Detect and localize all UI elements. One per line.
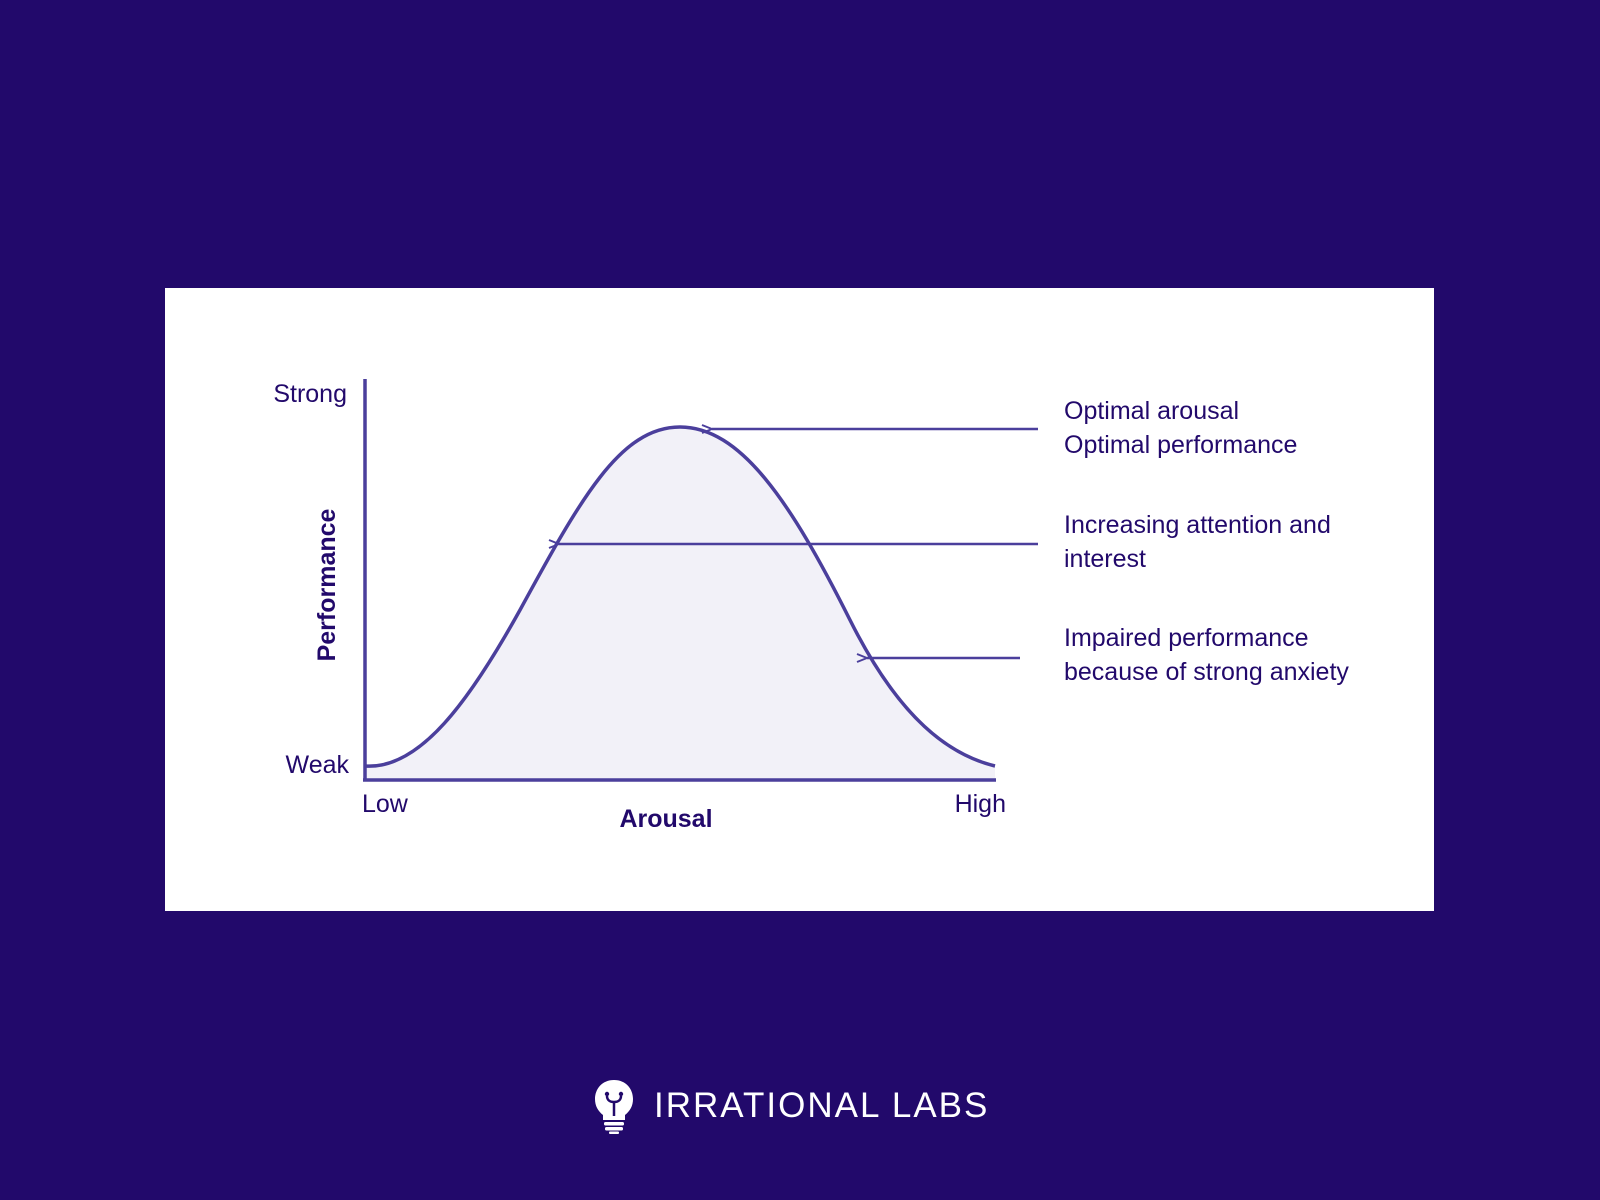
x-axis-title: Arousal: [619, 805, 712, 833]
annotation-increasing-line2: interest: [1064, 545, 1146, 573]
y-bottom-label: Weak: [286, 751, 350, 779]
annotation-impaired-line1: Impaired performance: [1064, 624, 1309, 652]
annotation-increasing-line1: Increasing attention and: [1064, 511, 1331, 539]
annotation-optimal-line1: Optimal arousal: [1064, 397, 1239, 425]
bell-curve: [364, 425, 996, 768]
curve-area: [365, 427, 995, 780]
y-axis-title: Performance: [313, 508, 341, 661]
brand-logo: IRRATIONAL LABS: [592, 1078, 989, 1134]
brand-name: IRRATIONAL LABS: [654, 1086, 990, 1125]
x-right-label: High: [955, 790, 1006, 818]
annotation-optimal-line2: Optimal performance: [1064, 431, 1297, 459]
annotation-impaired-line2: because of strong anxiety: [1064, 658, 1349, 686]
y-top-label: Strong: [273, 380, 347, 408]
lightbulb-head-icon: [595, 1080, 633, 1134]
x-left-label: Low: [362, 790, 409, 818]
